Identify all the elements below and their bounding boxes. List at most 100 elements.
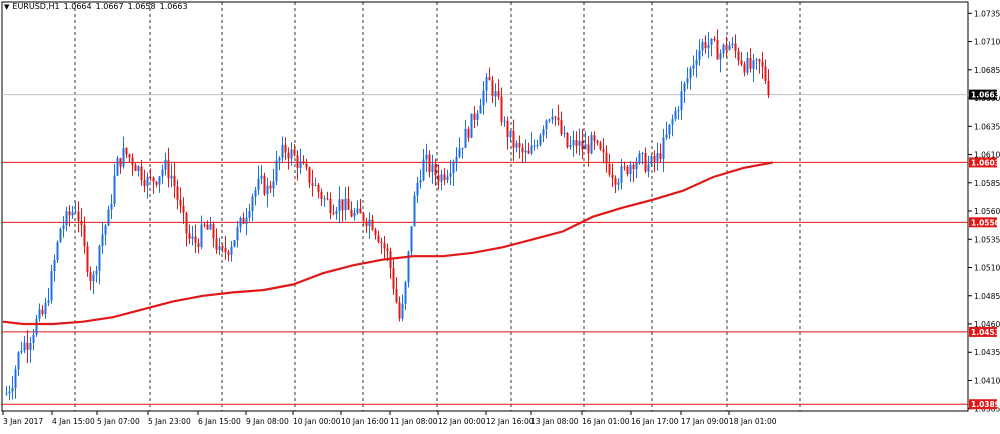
candle-body [473,113,476,120]
candle-body [137,166,140,171]
candle-body [638,153,641,163]
candle-body [275,160,278,182]
y-tick-label: 1.0535 [974,235,1000,244]
candle-body [236,227,239,241]
candle-body [530,145,533,154]
candle-body [608,163,611,175]
y-tick-label: 1.0685 [974,66,1000,75]
x-tick-label: 6 Jan 15:00 [198,417,241,426]
symbol-label: EURUSD,H1 [12,2,60,11]
plot-frame [1,1,969,412]
y-tick-label: 1.0385 [974,405,1000,414]
candle-body [107,209,110,226]
x-tick-label: 5 Jan 07:00 [97,417,140,426]
candle-body [365,221,368,227]
candle-body [281,144,284,158]
candle-body [449,173,452,177]
triangle-down-icon[interactable]: ▼ [4,3,10,11]
x-tick-label: 18 Jan 01:00 [729,417,777,426]
candle-body [50,271,53,301]
candle-body [245,217,248,224]
candle-body [662,137,665,159]
grid-lines [1,1,969,412]
candle-body [407,251,410,283]
candle-body [59,228,62,243]
candle-body [488,77,491,81]
x-tick-label: 11 Jan 08:00 [390,417,438,426]
candle-body [383,242,386,249]
candle-body [446,176,449,180]
candle-body [548,119,551,121]
candle-body [23,342,26,351]
candle-body [581,140,584,150]
candle-body [689,68,692,79]
candle-body [251,196,254,212]
candle-body [422,159,425,181]
candle-body [248,211,251,218]
candle-body [431,164,434,173]
candle-body [656,153,659,162]
candle-body [188,233,191,239]
candle-body [485,77,488,91]
candle-body [557,117,560,121]
candle-body [332,212,335,214]
candle-body [104,225,107,235]
candle-body [98,245,101,271]
candle-body [146,177,149,187]
candle-body [443,174,446,180]
candle-body [698,50,701,61]
candle-body [437,175,440,182]
candle-body [353,212,356,217]
candle-body [218,246,221,250]
candle-body [278,157,281,161]
candle-body [179,199,182,206]
y-tick-label: 1.0610 [974,151,1000,160]
candle-body [716,40,719,60]
candle-body [53,260,56,272]
candle-body [704,42,707,49]
x-tick-label: 10 Jan 00:00 [293,417,341,426]
time-axis: 3 Jan 2017 4 Jan 15:00 5 Jan 07:00 5 Jan 23… [2,411,777,426]
candle-body [491,80,494,97]
candle-body [290,149,293,159]
candle-body [494,91,497,97]
candle-body [497,91,500,97]
candle-body [536,144,539,146]
candle-body [233,240,236,247]
candle-body [413,195,416,227]
candle-body [254,189,257,197]
candle-body [584,144,587,150]
candle-body [458,148,461,157]
price-axis: 1.07351.07101.06851.06601.06351.06101.05… [968,9,1000,414]
candle-body [641,153,644,155]
candle-body [359,208,362,214]
low-value: 1.0658 [127,2,156,11]
candle-body [122,147,125,167]
candle-body [596,140,599,143]
candle-body [542,129,545,136]
candle-body [479,105,482,114]
candle-body [113,175,116,204]
candle-body [197,243,200,248]
close-value: 1.0663 [159,2,188,11]
candle-body [731,43,734,46]
candle-body [632,164,635,170]
candle-body [341,199,344,211]
candle-body [323,198,326,200]
candle-body [83,225,86,247]
candle-body [518,143,521,148]
candle-body [527,150,530,154]
y-tick-label: 1.0710 [974,38,1000,47]
candle-body [461,147,464,149]
y-tick-label: 1.0485 [974,292,1000,301]
candle-body [740,60,743,65]
candle-body [755,59,758,61]
x-tick-label: 5 Jan 23:00 [148,417,191,426]
candle-body [269,185,272,189]
candle-body [362,213,365,222]
candle-body [692,65,695,69]
candle-body [578,140,581,146]
candle-body [377,235,380,243]
candles [5,29,770,401]
